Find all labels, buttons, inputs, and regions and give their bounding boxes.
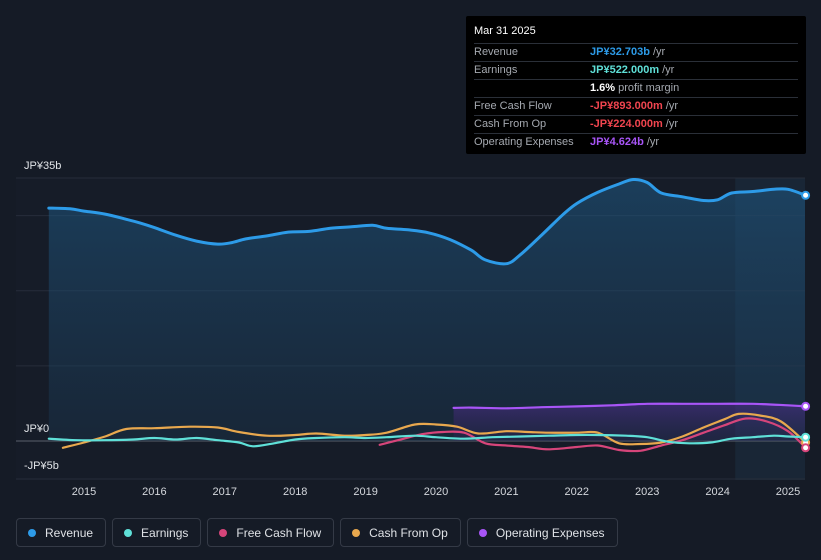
legend-label: Operating Expenses [495,525,605,540]
tooltip-row-value: JP¥32.703b [590,46,650,58]
tooltip-row: Free Cash Flow -JP¥893.000m/yr [474,97,798,115]
tooltip-row-label: Revenue [474,46,519,58]
legend-label: Free Cash Flow [236,525,322,540]
series-line-cash-from-op [61,412,805,449]
series-end-point-earnings [801,432,811,442]
x-tick-label: 2023 [635,486,659,498]
legend-dot-icon [219,528,228,537]
x-tick-label: 2016 [142,486,166,498]
series-end-point-revenue [801,190,811,200]
legend-label: Cash From Op [369,525,448,540]
tooltip-row-value: -JP¥893.000m [590,100,663,112]
series-line-earnings [47,433,805,448]
tooltip-row-value: JP¥522.000m [590,64,660,76]
x-tick-label: 2021 [494,486,518,498]
tooltip-row-unit: /yr [662,64,675,76]
legend-dot-icon [352,528,361,537]
x-tick-label: 2015 [72,486,96,498]
tooltip-row: Operating Expenses JP¥4.624b/yr [474,133,798,151]
series-end-point-operating-expenses [801,401,811,411]
x-tick-label: 2019 [353,486,377,498]
tooltip-row-unit: /yr [646,136,660,148]
tooltip-row-label: Earnings [474,64,518,76]
legend: Revenue Earnings Free Cash Flow Cash From O… [16,518,618,547]
tooltip-row: Revenue JP¥32.703b/yr [474,43,798,61]
x-tick-label: 2018 [283,486,307,498]
legend-dot-icon [478,528,487,537]
x-tick-label: 2025 [776,486,800,498]
tooltip-row-unit: /yr [665,118,679,130]
tooltip-date: Mar 31 2025 [474,25,536,37]
tooltip-row-label: Free Cash Flow [474,100,552,112]
legend-label: Revenue [45,525,94,540]
series-line-revenue [47,177,805,266]
tooltip-row-unit: /yr [652,46,666,58]
legend-item-earnings[interactable]: Earnings [112,518,202,547]
tooltip-row: Earnings JP¥522.000m/yr [474,61,798,79]
tooltip-row-value: -JP¥224.000m [590,118,663,130]
tooltip: Mar 31 2025 Revenue JP¥32.703b/yr Earnings… [466,16,806,154]
series-area-revenue [48,179,805,441]
y-tick-label-top: JP¥35b [24,160,62,172]
tooltip-row: Cash From Op -JP¥224.000m/yr [474,115,798,133]
legend-item-operating-expenses[interactable]: Operating Expenses [466,518,618,547]
legend-dot-icon [28,528,36,537]
legend-dot-icon [124,528,133,537]
x-tick-label: 2017 [213,486,237,498]
tooltip-row-value: JP¥4.624b [590,136,644,148]
tooltip-row-label: Cash From Op [474,118,547,130]
series-line-free-cash-flow [378,417,805,453]
tooltip-row-value: 1.6% [590,82,616,94]
x-tick-label: 2020 [424,486,448,498]
series-end-point-free-cash-flow [801,443,811,453]
legend-label: Earnings [141,525,189,540]
tooltip-row-label [474,80,590,97]
x-tick-label: 2022 [565,486,589,498]
legend-item-cash-from-op[interactable]: Cash From Op [340,518,461,547]
y-tick-label-zero: JP¥0 [24,423,50,435]
tooltip-row-unit: profit margin [618,82,680,94]
tooltip-row: 1.6% profit margin [474,79,798,97]
x-tick-label: 2024 [705,486,729,498]
chart: 2015 2016 2017 2018 2019 2020 2021 2022 2023 2024… [16,177,811,498]
tooltip-row-label: Operating Expenses [474,136,574,148]
tooltip-row-unit: /yr [665,100,679,112]
legend-item-free-cash-flow[interactable]: Free Cash Flow [207,518,335,547]
legend-item-revenue[interactable]: Revenue [16,518,107,547]
series-line-operating-expenses [452,402,805,410]
y-tick-label-bottom: -JP¥5b [24,460,59,472]
